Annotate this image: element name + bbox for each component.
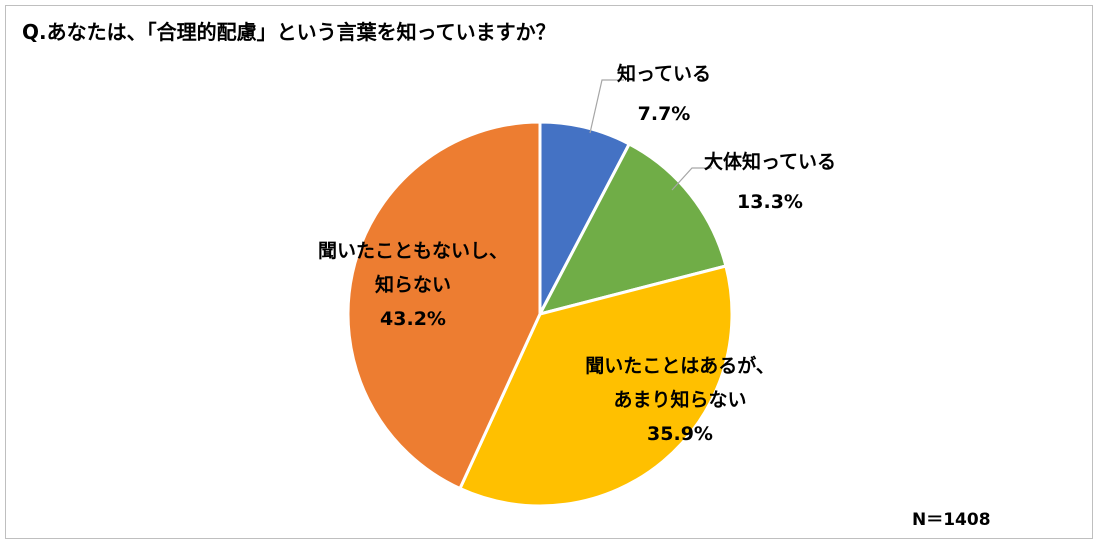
leader-line-1 bbox=[589, 79, 624, 134]
slice-category-3: あまり知らない bbox=[613, 388, 746, 411]
slice-category-1: 知っている bbox=[617, 62, 711, 85]
slice-category-2: 大体知っている bbox=[704, 150, 836, 173]
slice-category-4: 知らない bbox=[375, 273, 451, 296]
slice-category-4: 聞いたこともないし、 bbox=[318, 240, 508, 262]
slice-label-1: 知っている 7.7% bbox=[617, 62, 711, 125]
pie-slice-2 bbox=[538, 142, 728, 316]
pie-slice-4 bbox=[346, 120, 542, 491]
slice-value-4: 43.2% bbox=[380, 308, 446, 330]
slice-value-1: 7.7% bbox=[638, 103, 691, 125]
chart-title: Q.あなたは、「合理的配慮」という言葉を知っていますか？ bbox=[22, 20, 556, 44]
slice-value-2: 13.3% bbox=[737, 191, 803, 213]
sample-size-note: N＝1408 bbox=[912, 510, 991, 530]
pie-slice-1 bbox=[538, 120, 631, 316]
leader-line-2 bbox=[671, 167, 712, 191]
slice-label-3: 聞いたことはあるが、あまり知らない 35.9% bbox=[585, 354, 775, 445]
slice-category-3: 聞いたことはあるが、 bbox=[585, 354, 775, 377]
slice-label-2: 大体知っている 13.3% bbox=[704, 150, 836, 213]
pie-slice-3 bbox=[458, 264, 734, 508]
slice-label-4: 聞いたこともないし、知らない 43.2% bbox=[318, 240, 508, 330]
slice-value-3: 35.9% bbox=[647, 423, 713, 445]
